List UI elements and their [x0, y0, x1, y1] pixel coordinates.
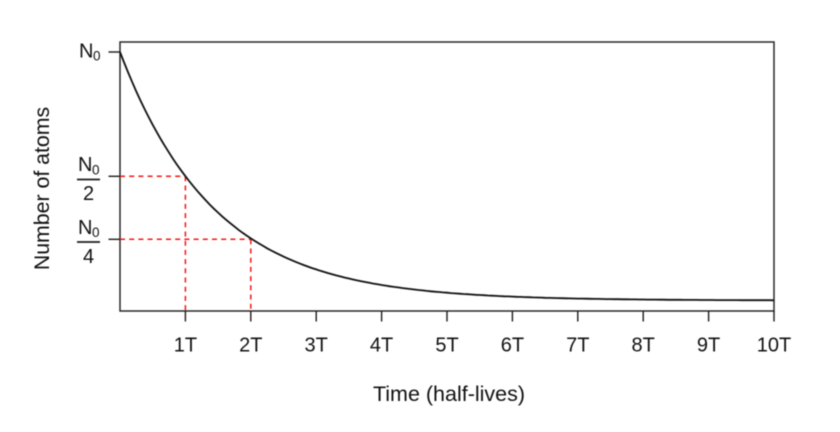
svg-text:2: 2 [83, 183, 94, 205]
svg-text:0: 0 [92, 225, 100, 240]
svg-text:5T: 5T [435, 335, 458, 357]
svg-text:7T: 7T [566, 335, 589, 357]
svg-text:3T: 3T [305, 335, 328, 357]
svg-text:N: N [79, 40, 93, 62]
svg-text:1T: 1T [174, 335, 197, 357]
svg-text:4: 4 [83, 246, 94, 268]
svg-text:Time (half-lives): Time (half-lives) [373, 382, 525, 406]
svg-text:N: N [78, 217, 92, 239]
svg-text:6T: 6T [501, 335, 524, 357]
svg-text:0: 0 [93, 49, 101, 64]
svg-text:8T: 8T [632, 335, 655, 357]
svg-text:N: N [78, 154, 92, 176]
svg-text:9T: 9T [697, 335, 720, 357]
svg-text:Number of atoms: Number of atoms [30, 107, 54, 270]
svg-text:0: 0 [92, 162, 100, 177]
svg-text:2T: 2T [239, 335, 262, 357]
svg-text:10T: 10T [757, 335, 791, 357]
svg-text:4T: 4T [370, 335, 393, 357]
